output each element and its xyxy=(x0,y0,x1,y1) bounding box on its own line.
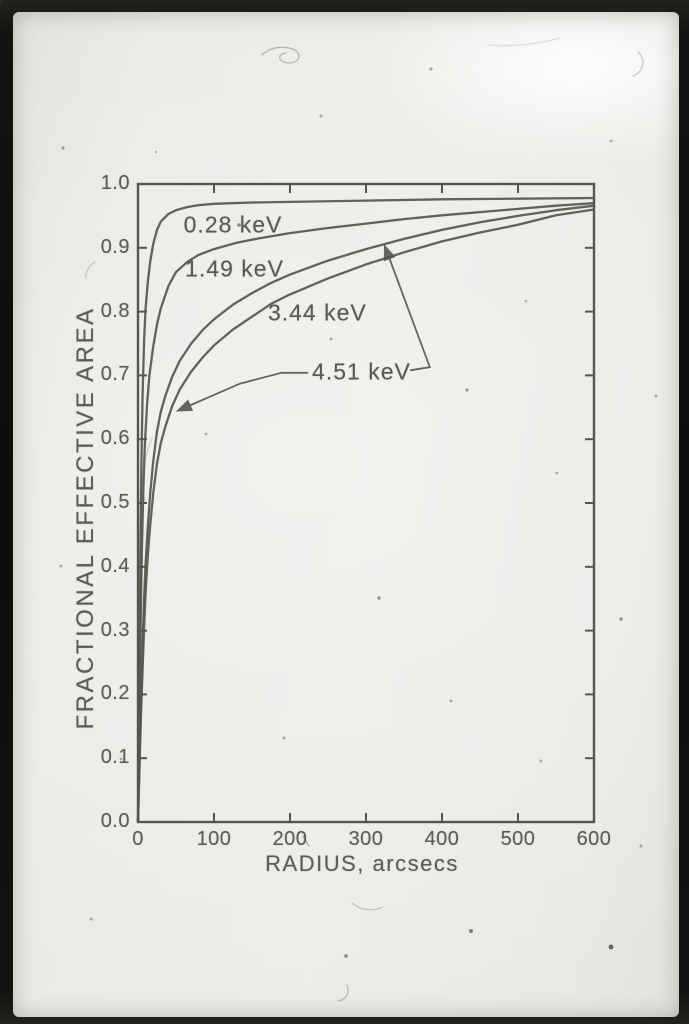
y-tick-label: 0.6 xyxy=(100,427,130,450)
y-tick-label: 0.3 xyxy=(100,618,130,641)
x-tick-label: 200 xyxy=(272,828,308,850)
paper xyxy=(13,12,679,1017)
curve-0-28-kev xyxy=(136,196,595,823)
y-tick-label: 0.0 xyxy=(100,810,130,832)
curve-label-3-44-kev: 3.44 keV xyxy=(267,299,367,326)
x-tick-label: 100 xyxy=(196,828,232,850)
y-tick-label: 0.5 xyxy=(100,491,130,513)
curve-label-0-28-kev: 0.28 keV xyxy=(183,211,283,238)
arrow-to-4.51-curve-upper-right xyxy=(383,243,432,372)
y-tick-label: 1.0 xyxy=(100,172,130,194)
curve-1-49-kev xyxy=(136,201,595,823)
curve-label-1-49-kev: 1.49 keV xyxy=(185,255,284,282)
y-tick-label: 0.1 xyxy=(100,746,130,769)
curve-label-4-51-kev: 4.51 keV xyxy=(312,358,411,385)
y-tick-label: 0.4 xyxy=(100,554,130,577)
y-tick-label: 0.8 xyxy=(100,299,130,322)
x-tick-label: 500 xyxy=(500,828,536,850)
arrow-to-4.51-curve-lower-left xyxy=(175,371,309,412)
y-tick-label: 0.7 xyxy=(100,363,130,386)
dust-specks xyxy=(0,0,2,2)
x-tick-label: 400 xyxy=(424,828,460,850)
y-tick-label: 0.2 xyxy=(100,682,130,705)
curve-4-51-kev xyxy=(136,208,595,823)
x-tick-label: 0 xyxy=(132,828,144,850)
y-tick-label: 0.9 xyxy=(100,235,130,258)
x-tick-label: 300 xyxy=(348,828,384,850)
x-tick-label: 600 xyxy=(576,828,612,850)
curve-3-44-kev xyxy=(136,204,595,823)
x-axis-title: RADIUS, arcsecs xyxy=(265,851,459,876)
